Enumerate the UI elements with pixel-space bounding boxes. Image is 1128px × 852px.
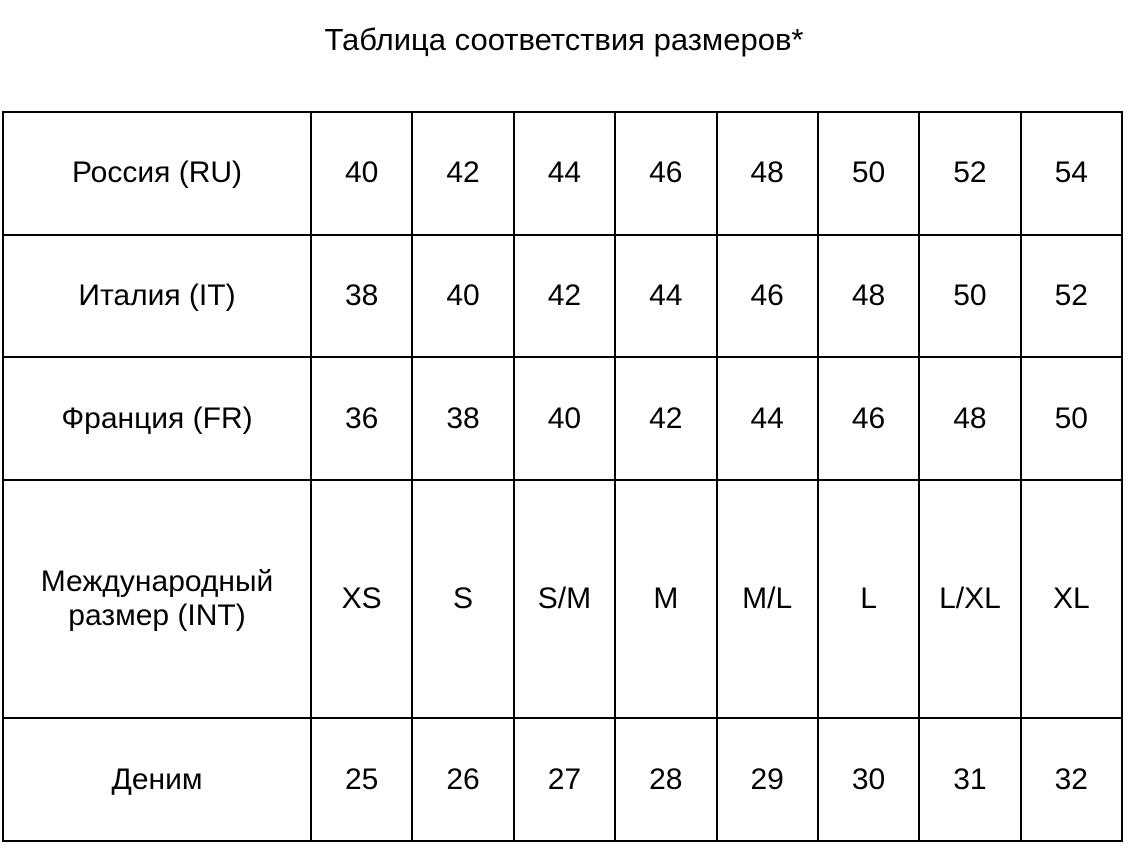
table-cell: 38 (309, 233, 414, 359)
row-label: Франция (FR) (2, 356, 312, 481)
table-cell: 42 (614, 356, 718, 481)
table-cell: M (614, 478, 718, 720)
table-cell: 28 (614, 717, 718, 842)
table-cell: XS (309, 478, 414, 720)
table-row: Россия (RU) 40 42 44 46 48 50 52 54 (2, 111, 1124, 236)
table-cell: 50 (816, 111, 921, 236)
table-cell: 44 (715, 356, 819, 481)
row-label: Международный размер (INT) (2, 478, 312, 720)
table-cell: 52 (1019, 233, 1124, 359)
table-cell: M/L (715, 478, 819, 720)
table-cell: 42 (512, 233, 617, 359)
table-cell: L/XL (918, 478, 1022, 720)
table-cell: 31 (918, 717, 1022, 842)
table-cell: 36 (309, 356, 414, 481)
table-cell: 27 (512, 717, 617, 842)
row-label: Россия (RU) (2, 111, 312, 236)
table-cell: 52 (918, 111, 1022, 236)
table-cell: 40 (309, 111, 414, 236)
table-row: Международный размер (INT) XS S S/M M M/L L L/X… (2, 478, 1124, 720)
table-cell: 30 (816, 717, 921, 842)
table-cell: 48 (816, 233, 921, 359)
table-cell: 48 (918, 356, 1022, 481)
table-cell: 40 (411, 233, 515, 359)
size-table: Россия (RU) 40 42 44 46 48 50 52 54 Италия (IT) 38… (2, 111, 1124, 842)
table-cell: 42 (411, 111, 515, 236)
table-cell: 25 (309, 717, 414, 842)
table-cell: 44 (614, 233, 718, 359)
table-cell: 46 (715, 233, 819, 359)
row-label: Деним (2, 717, 312, 842)
table-cell: S (411, 478, 515, 720)
page-title: Таблица соответствия размеров* (324, 22, 804, 57)
table-cell: L (816, 478, 921, 720)
table-cell: 48 (715, 111, 819, 236)
table-row: Франция (FR) 36 38 40 42 44 46 48 50 (2, 356, 1124, 481)
table-cell: 29 (715, 717, 819, 842)
table-cell: 32 (1019, 717, 1124, 842)
table-cell: S/M (512, 478, 617, 720)
table-cell: 46 (816, 356, 921, 481)
table-cell: 46 (614, 111, 718, 236)
table-cell: 40 (512, 356, 617, 481)
table-cell: XL (1019, 478, 1124, 720)
row-label: Италия (IT) (2, 233, 312, 359)
table-row: Деним 25 26 27 28 29 30 31 32 (2, 717, 1124, 842)
table-row: Италия (IT) 38 40 42 44 46 48 50 52 (2, 233, 1124, 359)
table-cell: 54 (1019, 111, 1124, 236)
table-cell: 50 (1019, 356, 1124, 481)
table-cell: 44 (512, 111, 617, 236)
table-cell: 50 (918, 233, 1022, 359)
table-cell: 38 (411, 356, 515, 481)
table-cell: 26 (411, 717, 515, 842)
